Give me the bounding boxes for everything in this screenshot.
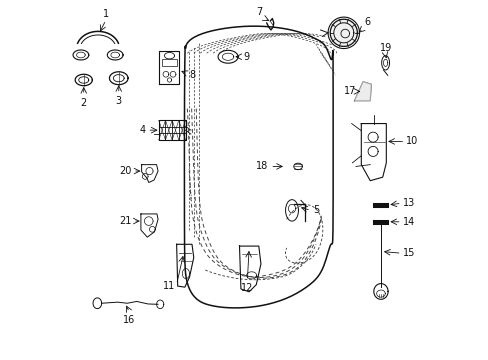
Polygon shape — [329, 19, 357, 46]
Text: 5: 5 — [312, 205, 319, 215]
Text: 8: 8 — [189, 70, 195, 80]
Text: 19: 19 — [379, 43, 391, 53]
Text: 6: 6 — [364, 17, 370, 27]
Text: 15: 15 — [402, 248, 414, 258]
Text: 2: 2 — [81, 98, 87, 108]
Polygon shape — [354, 82, 370, 101]
Bar — [159, 120, 185, 140]
Text: 12: 12 — [241, 283, 253, 293]
Text: 17: 17 — [343, 86, 355, 96]
Text: 7: 7 — [256, 8, 262, 18]
Text: 9: 9 — [243, 52, 249, 62]
Text: 3: 3 — [116, 96, 122, 107]
Text: 4: 4 — [139, 125, 145, 135]
Text: 14: 14 — [402, 217, 414, 227]
Text: 1: 1 — [102, 9, 109, 18]
Bar — [162, 59, 176, 66]
Text: 11: 11 — [163, 282, 175, 292]
Text: 13: 13 — [402, 198, 414, 208]
Text: 16: 16 — [123, 315, 135, 325]
Text: 18: 18 — [255, 161, 267, 171]
Text: 21: 21 — [119, 216, 131, 226]
Text: 10: 10 — [406, 136, 418, 147]
Text: 20: 20 — [119, 166, 131, 176]
